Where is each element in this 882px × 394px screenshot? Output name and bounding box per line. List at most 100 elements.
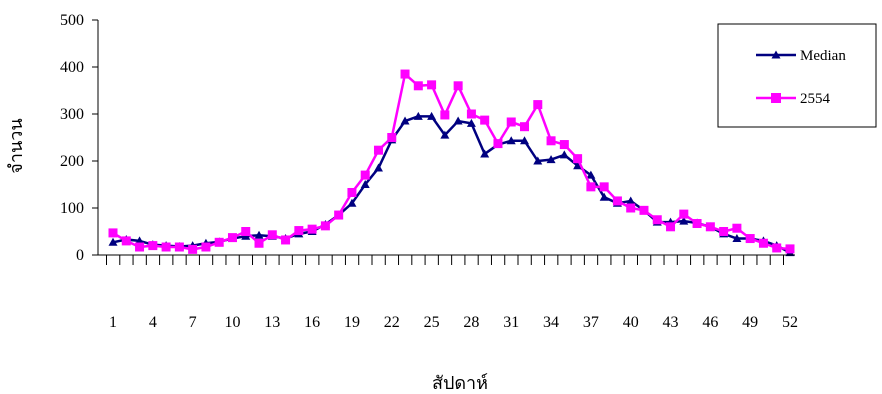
data-point xyxy=(400,116,410,125)
data-point xyxy=(666,222,676,232)
data-point xyxy=(533,156,543,165)
data-point xyxy=(546,155,556,164)
data-point xyxy=(453,81,463,91)
x-axis-title: สัปดาห์ xyxy=(432,373,488,393)
data-point xyxy=(546,136,556,146)
data-point xyxy=(573,161,583,170)
data-point xyxy=(586,170,596,179)
data-point xyxy=(626,203,636,213)
data-point xyxy=(719,227,729,236)
data-point xyxy=(480,115,490,125)
data-point xyxy=(161,242,171,252)
x-tick-label: 25 xyxy=(424,314,440,331)
x-tick-label: 34 xyxy=(543,314,559,331)
axes-layer xyxy=(92,19,795,265)
data-point xyxy=(174,242,184,252)
x-tick-label: 19 xyxy=(344,314,360,331)
data-point xyxy=(480,149,490,158)
data-point xyxy=(466,109,476,119)
data-point xyxy=(135,236,145,245)
x-tick-label: 16 xyxy=(304,314,320,331)
data-point xyxy=(267,230,277,240)
x-tick-label: 28 xyxy=(463,314,479,331)
data-point xyxy=(573,154,583,164)
y-tick-label: 200 xyxy=(60,153,84,170)
x-tick-label: 7 xyxy=(189,314,197,331)
data-point xyxy=(148,241,158,251)
data-point xyxy=(732,234,742,243)
legend: Median 2554 xyxy=(717,23,877,128)
series-2554 xyxy=(108,69,795,254)
x-tick-label: 31 xyxy=(503,314,519,331)
data-point xyxy=(135,242,145,252)
x-tick-label: 40 xyxy=(623,314,639,331)
data-point xyxy=(294,226,304,236)
x-tick-label: 43 xyxy=(663,314,679,331)
y-tick-label: 300 xyxy=(60,106,84,123)
data-point xyxy=(387,133,397,142)
data-point xyxy=(360,170,370,180)
data-point xyxy=(334,210,344,220)
data-point xyxy=(373,145,383,155)
data-point xyxy=(506,136,516,145)
data-point xyxy=(732,223,742,233)
data-point xyxy=(188,244,198,254)
legend-label-median: Median xyxy=(800,48,846,64)
legend-box xyxy=(717,23,877,128)
data-point xyxy=(772,243,782,253)
data-point xyxy=(427,111,437,120)
data-point xyxy=(652,215,662,225)
data-point xyxy=(626,196,636,205)
x-tick-label: 10 xyxy=(224,314,240,331)
x-tick-label: 1 xyxy=(109,314,117,331)
data-point xyxy=(427,80,437,90)
data-point xyxy=(612,196,622,206)
x-tick-label: 46 xyxy=(702,314,718,331)
data-point xyxy=(785,244,795,254)
data-point xyxy=(520,136,530,145)
data-point xyxy=(440,110,450,120)
x-tick-label: 4 xyxy=(149,314,157,331)
legend-marker-median xyxy=(771,50,781,59)
data-point xyxy=(758,238,768,248)
data-point xyxy=(400,69,410,79)
data-point xyxy=(679,216,689,225)
data-point xyxy=(466,118,476,127)
data-point xyxy=(307,224,317,234)
data-point xyxy=(108,228,118,238)
data-point xyxy=(520,122,530,132)
data-point xyxy=(559,150,569,159)
data-point xyxy=(599,192,609,201)
data-point xyxy=(639,205,649,215)
data-point xyxy=(121,236,131,246)
y-axis-title: จำนวน xyxy=(6,118,26,173)
data-point xyxy=(347,187,357,197)
data-point xyxy=(705,222,715,232)
data-point xyxy=(506,117,516,127)
series-line-median xyxy=(112,115,791,254)
x-tick-label: 13 xyxy=(264,314,280,331)
series-median xyxy=(108,111,795,257)
x-tick-label: 49 xyxy=(742,314,758,331)
data-point xyxy=(214,237,224,247)
data-point xyxy=(692,219,702,229)
legend-label-2554: 2554 xyxy=(800,91,831,107)
data-point xyxy=(360,180,370,188)
data-point xyxy=(440,130,450,139)
data-point xyxy=(599,182,609,192)
tick-labels: 0 100 200 300 400 500 1 4 7 10 13 16 19 22 25 28 31 34 37 4… xyxy=(60,12,798,331)
x-tick-label: 52 xyxy=(782,314,798,331)
series-line-2554 xyxy=(112,72,791,251)
data-point xyxy=(347,198,357,207)
data-point xyxy=(281,235,291,245)
series-layer xyxy=(108,69,795,257)
data-point xyxy=(254,238,264,248)
data-point xyxy=(227,233,237,243)
data-point xyxy=(559,140,569,150)
y-tick-label: 500 xyxy=(60,12,84,29)
data-point xyxy=(413,111,423,120)
data-point xyxy=(254,230,264,239)
data-point xyxy=(320,221,330,231)
data-point xyxy=(373,163,383,172)
